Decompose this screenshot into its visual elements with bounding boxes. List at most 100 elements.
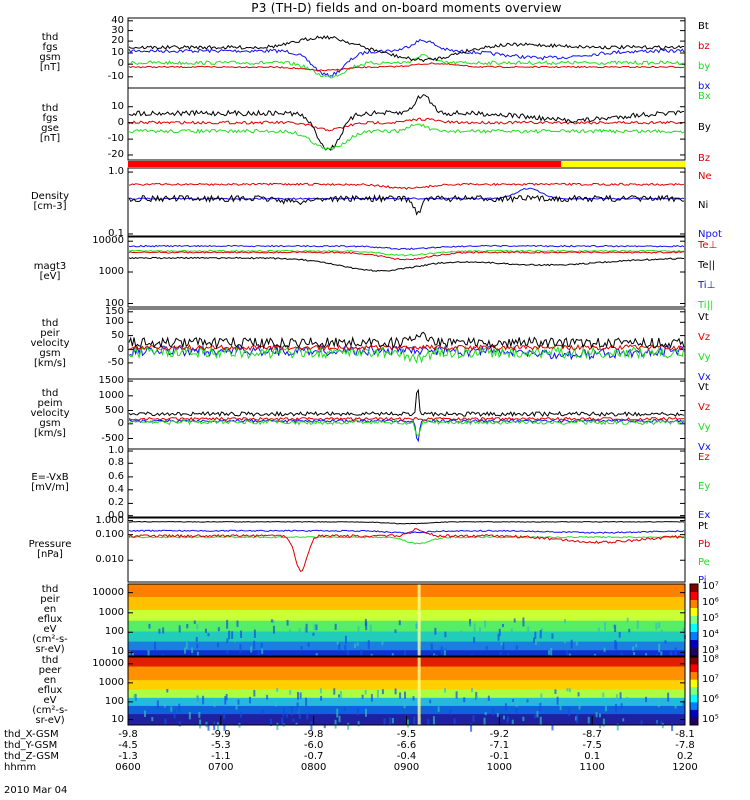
peir_spec-speck — [304, 627, 307, 636]
xaxis-value: -7.8 — [675, 740, 695, 751]
mode-bar-segment-1 — [561, 161, 685, 167]
fgs2-ylabel: thd fgs gse [nT] — [14, 104, 86, 144]
peer_spec-speck — [266, 694, 269, 700]
peer_spec-speck — [577, 692, 580, 697]
peir_spec-speck — [305, 623, 308, 633]
peir_spec-speck — [534, 631, 537, 639]
peer_spec-speck — [295, 722, 298, 726]
peer_spec-speck — [539, 716, 542, 726]
peer_spec-speck — [282, 712, 285, 717]
peer_spec-speck — [178, 721, 181, 727]
fgs1-series-bx — [128, 38, 685, 78]
peir_spec-ylabel-line: eflux — [37, 614, 63, 625]
temp-ytick-label: 1000 — [98, 266, 124, 277]
peir_spec-speck — [344, 644, 347, 652]
peir_spec-speck — [272, 619, 275, 624]
xaxis-value: -0.7 — [303, 751, 324, 762]
efield-ytick-label: 1.0 — [108, 445, 124, 457]
xaxis-value: 1200 — [672, 762, 698, 773]
fgs1-ytick-label: 20 — [111, 35, 124, 47]
peer_spec-speck — [261, 709, 264, 715]
peir_spec-speck — [217, 627, 220, 632]
peir_spec-colorbar-label: 10⁵ — [702, 613, 719, 624]
peer_spec-speck — [323, 724, 326, 729]
xaxis-value: -0.4 — [396, 751, 417, 762]
peer_spec-speck — [237, 699, 240, 705]
peir_spec-colorbar-swatch — [690, 592, 698, 601]
density-ylabel-line: [cm-3] — [33, 201, 67, 212]
xaxis-value: -7.5 — [582, 740, 602, 751]
peir_spec-speck — [683, 627, 686, 635]
peer_spec-speck — [290, 706, 293, 716]
peer_spec-speck — [223, 724, 226, 731]
peer_spec-speck — [338, 694, 341, 698]
peir_spec-colorbar-label: 10³ — [702, 645, 719, 656]
pressure-frame — [127, 517, 686, 583]
peir_spec-speck — [539, 630, 542, 639]
peer_spec-speck — [507, 716, 510, 721]
pressure-legend-3: Pi — [698, 575, 707, 586]
peir_spec-speck — [500, 642, 503, 646]
fgs1-ylabel-line: fgs — [42, 42, 58, 53]
fgs1-ytick-label: 30 — [111, 24, 124, 36]
peir_spec-speck — [336, 638, 339, 645]
peir_spec-speck — [572, 633, 575, 638]
peer_spec-speck — [394, 699, 397, 706]
peir_spec-speck — [612, 624, 615, 629]
peim_vel-ylabel-line: gsm — [39, 418, 61, 429]
peer_spec-speck — [444, 687, 447, 693]
temp-legend-2: Ti⊥ — [698, 280, 716, 291]
peir_vel-ytick-label: 150 — [104, 305, 124, 317]
fgs2-ylabel-line: fgs — [42, 113, 58, 124]
peer_spec-speck — [376, 689, 379, 698]
peir_vel-legend-2: Vy — [698, 352, 711, 363]
peer_spec-colorbar-swatch — [690, 709, 698, 718]
peer_spec-speck — [515, 707, 518, 714]
peir_spec-speck — [473, 623, 476, 633]
peer_spec-speck — [310, 721, 313, 731]
peir_spec-speck — [633, 652, 636, 656]
temp-ylabel: magt3 [eV] — [14, 262, 86, 282]
density-legend-1: Ni — [698, 200, 709, 211]
peir_spec-speck — [365, 621, 368, 631]
peer_spec-speck — [213, 698, 216, 708]
pressure-legend-0: Pt — [698, 521, 708, 532]
peer_spec-speck — [253, 689, 256, 697]
peir_spec-speck — [217, 631, 220, 637]
peer_spec-speck — [297, 706, 300, 714]
panel-fgs2 — [127, 87, 686, 161]
peer_spec-speck — [470, 723, 473, 732]
peer_spec-speck — [626, 696, 629, 704]
peir_spec-speck — [191, 647, 194, 653]
xaxis-value: -9.8 — [118, 729, 138, 740]
peer_spec-speck — [343, 707, 346, 712]
peir_spec-speck — [216, 632, 219, 641]
xaxis-value: -6.6 — [396, 740, 417, 751]
peir_spec-colorbar-swatch — [690, 584, 698, 593]
fgs2-legend-0: Bx — [698, 91, 711, 102]
temp-series-tixx — [128, 249, 685, 257]
peir_spec-speck — [198, 633, 201, 641]
peer_spec-speck — [515, 701, 518, 708]
density-series-ni — [128, 194, 684, 216]
peer_spec-speck — [640, 720, 643, 726]
peir_spec-colorbar-label: 10⁶ — [702, 597, 719, 608]
fgs1-ytick-label: 40 — [111, 14, 124, 26]
peir_spec-speck — [568, 653, 571, 657]
peir_spec-speck — [226, 638, 229, 643]
fgs1-ylabel-line: thd — [41, 32, 59, 43]
peer_spec-speck — [556, 696, 559, 705]
peir_spec-colorbar-swatch — [690, 632, 698, 641]
peir_spec-ytick-label: 100 — [104, 626, 124, 638]
peer_spec-ytick-label: 1000 — [98, 676, 124, 688]
peer_spec-speck — [554, 689, 557, 694]
peir_spec-speck — [430, 643, 433, 653]
peir_spec-speck — [234, 639, 237, 643]
peer_spec-speck — [471, 687, 474, 693]
date-label: 2010 Mar 04 — [4, 785, 68, 796]
density-series-ne — [128, 182, 685, 191]
peir_spec-speck — [440, 646, 443, 655]
peer_spec-speck — [299, 692, 302, 699]
peer_spec-speck — [522, 716, 525, 722]
peir_spec-ylabel-line: eV — [43, 624, 57, 635]
